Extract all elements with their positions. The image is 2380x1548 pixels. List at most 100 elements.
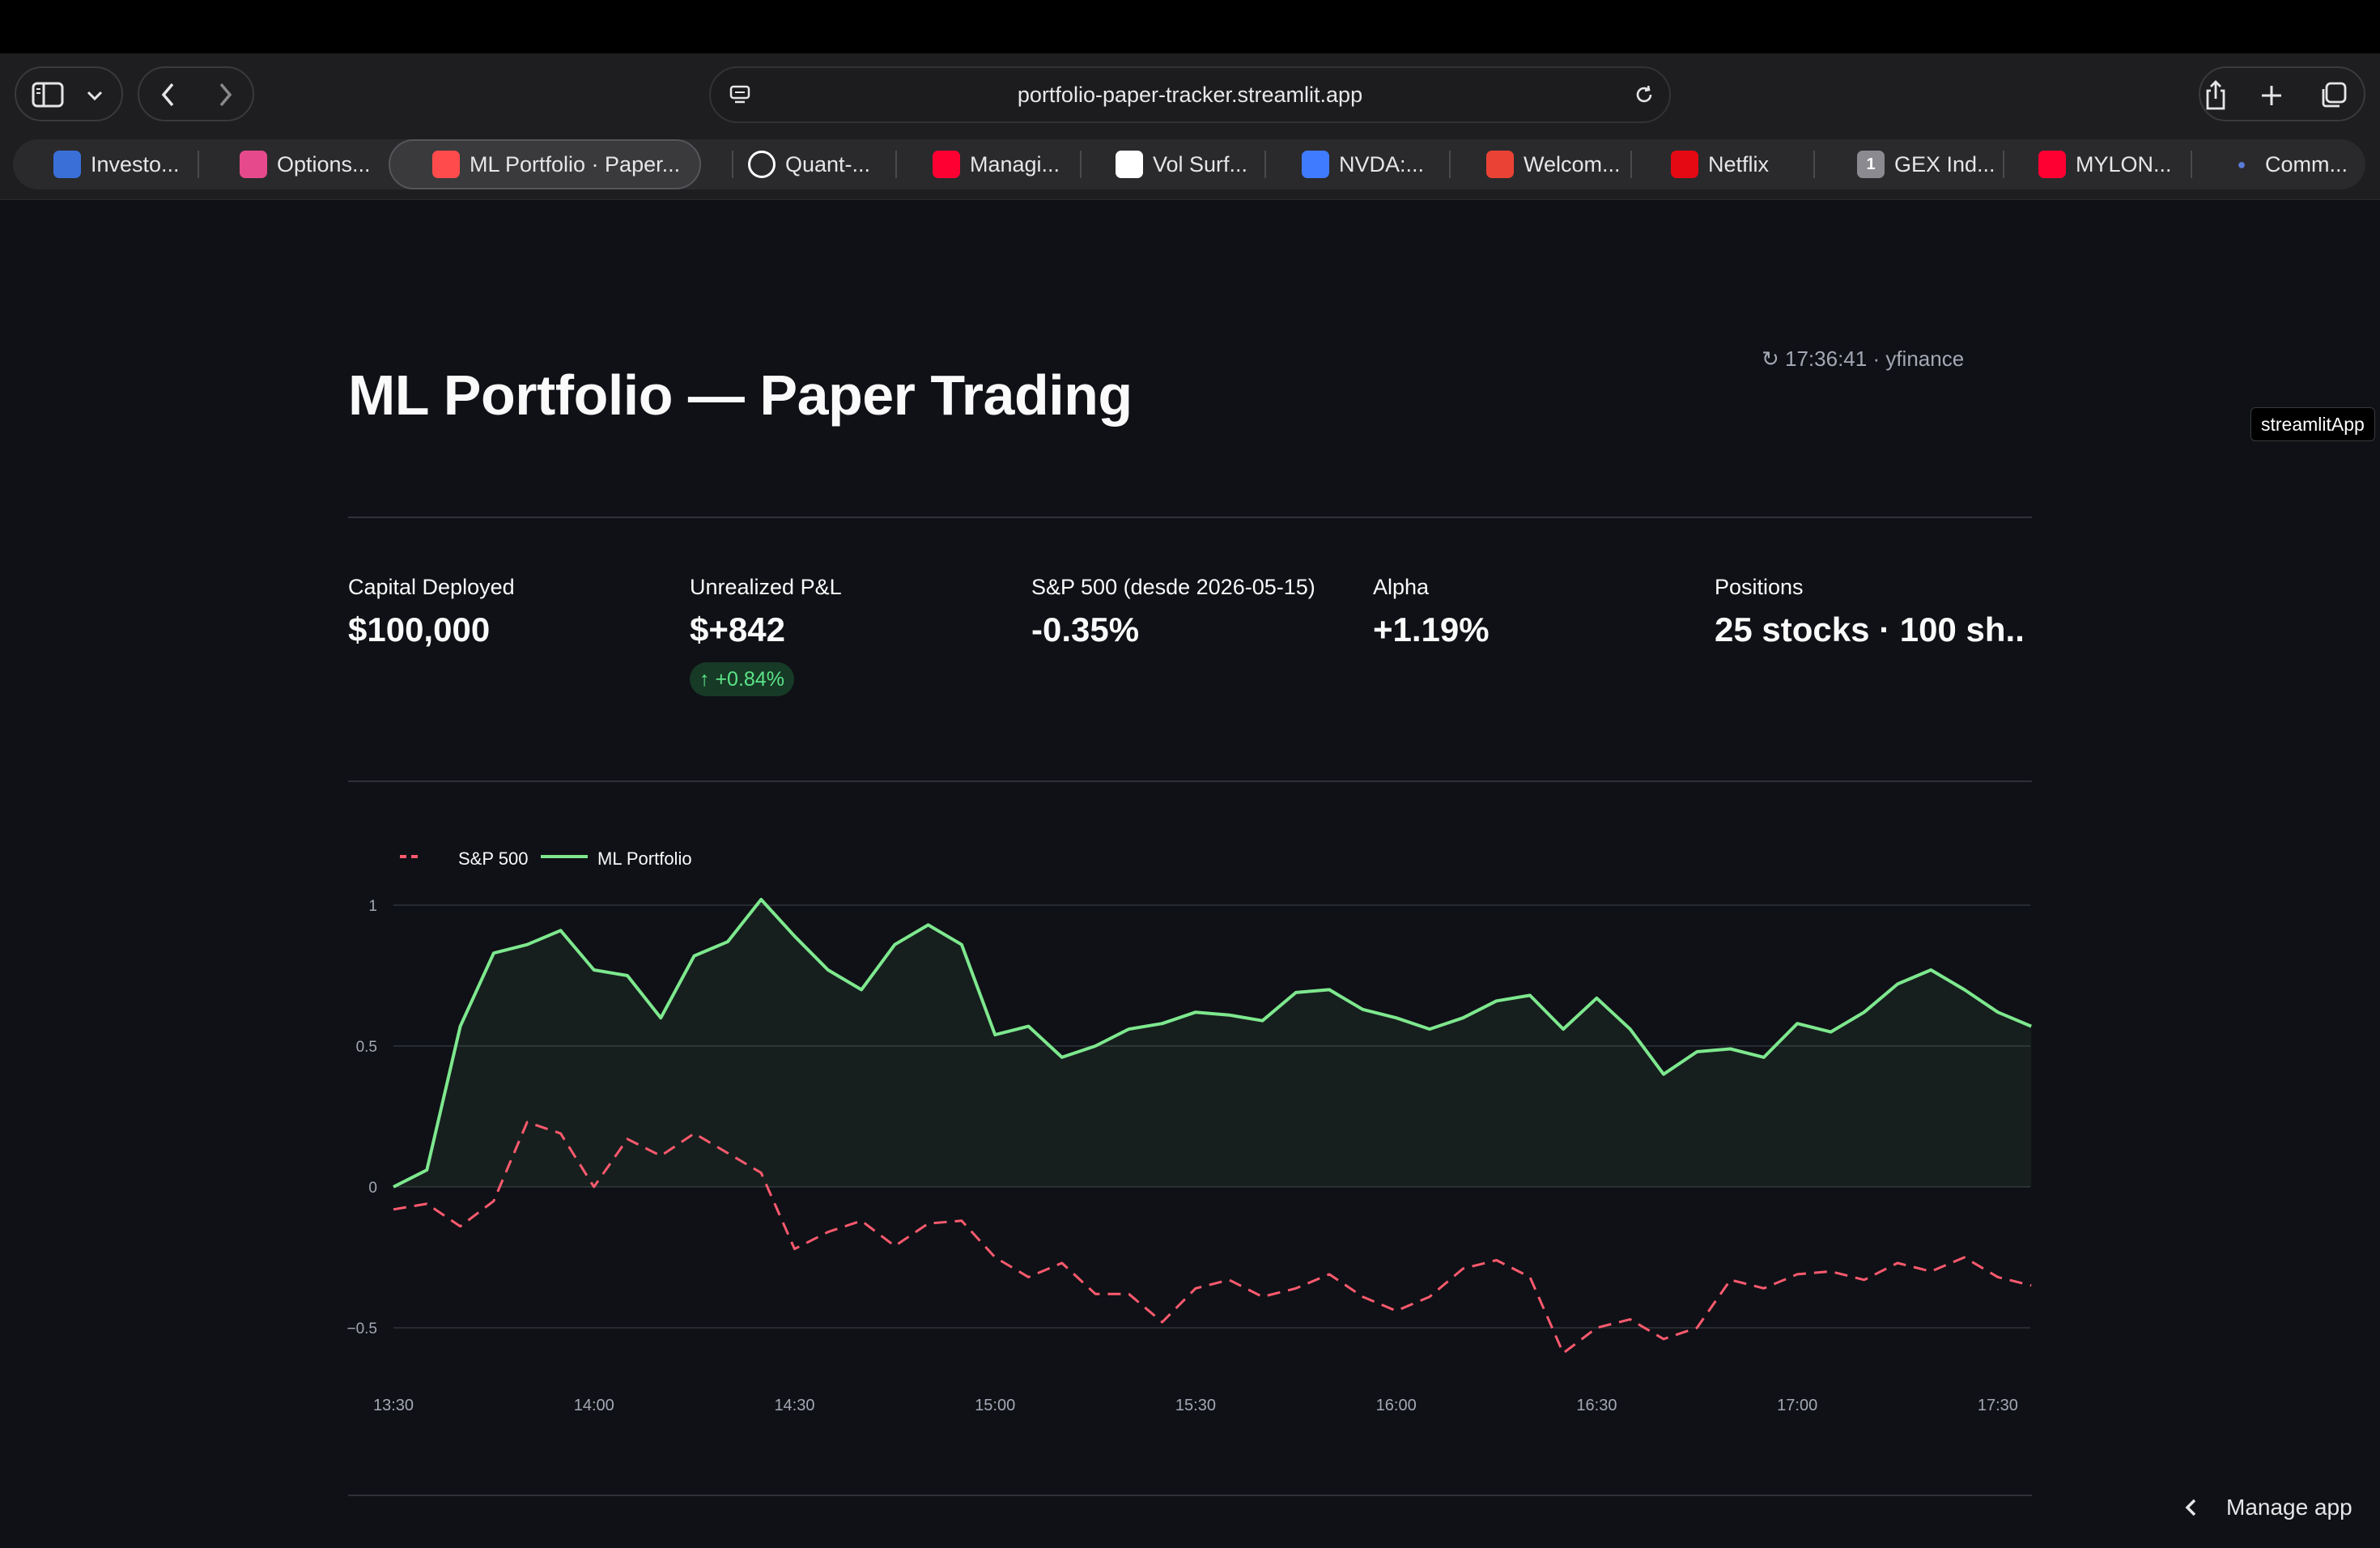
pnl-delta-value: +0.84% <box>715 668 784 691</box>
youtube-icon <box>2038 151 2066 178</box>
x-tick-label: 17:00 <box>1777 1397 1817 1414</box>
tab-label: Investo... <box>91 151 180 176</box>
legend-label-sp500: S&P 500 <box>458 848 528 869</box>
chevron-down-icon[interactable] <box>83 84 107 107</box>
system-menu-bar <box>0 0 2380 53</box>
manage-app-button[interactable]: Manage app <box>2181 1495 2352 1520</box>
tab-label: Managi... <box>970 151 1060 176</box>
back-arrow-icon[interactable] <box>154 79 183 110</box>
tab-0[interactable]: Investo... <box>53 139 215 189</box>
tab-11[interactable]: ● Comm... <box>2228 139 2357 189</box>
y-tick-label: 0.5 <box>356 1039 377 1056</box>
metric-value-alpha: +1.19% <box>1373 610 1490 649</box>
metric-label-alpha: Alpha <box>1373 575 1430 599</box>
tab-1[interactable]: Options... <box>240 139 377 189</box>
tab-label: ML Portfolio · Paper... <box>470 151 681 176</box>
tab-label: GEX Ind... <box>1894 151 1995 176</box>
chevron-left-icon <box>2185 1499 2196 1516</box>
manage-app-label: Manage app <box>2226 1495 2352 1520</box>
tab-2[interactable]: ML Portfolio · Paper... <box>389 139 701 189</box>
x-tick-label: 15:00 <box>975 1397 1015 1414</box>
tab-9[interactable]: 1 GEX Ind... <box>1857 139 2011 189</box>
tab-separator <box>1630 151 1632 178</box>
tab-overview-icon[interactable] <box>2317 79 2349 112</box>
streamlit-app-badge: streamlitApp <box>2250 407 2375 441</box>
netflix-icon <box>1671 151 1698 178</box>
reload-icon[interactable] <box>1630 81 1658 108</box>
gmail-icon <box>1486 151 1514 178</box>
options-icon <box>240 151 267 178</box>
tab-separator <box>198 151 199 178</box>
y-tick-label: −0.5 <box>346 1320 377 1337</box>
vol-surface-icon <box>1116 151 1143 178</box>
investing-icon <box>53 151 81 178</box>
x-tick-label: 13:30 <box>373 1397 414 1414</box>
x-tick-label: 15:30 <box>1175 1397 1216 1414</box>
github-icon <box>748 151 776 178</box>
metric-label-pnl: Unrealized P&L <box>690 575 842 599</box>
metric-value-sp500: -0.35% <box>1031 610 1140 649</box>
ml-portfolio-area <box>393 899 2032 1187</box>
tab-separator <box>2003 151 2004 178</box>
nvda-icon <box>1302 151 1329 178</box>
window-actions-group <box>2199 66 2365 121</box>
pnl-delta-badge: ↑ +0.84% <box>690 662 794 696</box>
x-tick-label: 14:30 <box>774 1397 814 1414</box>
metric-value-pnl: $+842 <box>690 610 785 649</box>
address-bar[interactable]: portfolio-paper-tracker.streamlit.app <box>709 66 1671 123</box>
tab-separator <box>732 151 733 178</box>
nav-button-group <box>138 66 254 121</box>
x-tick-label: 17:30 <box>1978 1397 2018 1414</box>
tab-separator <box>1813 151 1815 178</box>
arrow-up-icon: ↑ <box>699 668 716 691</box>
tab-label: Welcom... <box>1524 151 1621 176</box>
y-tick-label: 0 <box>368 1180 377 1197</box>
tab-separator <box>895 151 897 178</box>
y-tick-label: 1 <box>368 898 377 915</box>
divider <box>348 517 2032 518</box>
tab-label: MYLON... <box>2076 151 2172 176</box>
tab-8[interactable]: Netflix <box>1671 139 1784 189</box>
tab-separator <box>1080 151 1082 178</box>
youtube-icon <box>933 151 960 178</box>
tab-4[interactable]: Managi... <box>933 139 1086 189</box>
dot-icon: ● <box>2237 155 2246 172</box>
page-title: ML Portfolio — Paper Trading <box>348 364 1133 427</box>
divider <box>348 1495 2032 1496</box>
tab-3[interactable]: Quant-... <box>748 139 894 189</box>
tab-separator <box>1264 151 1266 178</box>
page-settings-icon[interactable] <box>725 81 754 108</box>
tab-label: NVDA:... <box>1339 151 1425 176</box>
metric-label-capital: Capital Deployed <box>348 575 515 599</box>
divider <box>348 780 2032 782</box>
forward-arrow-icon[interactable] <box>210 79 240 110</box>
sidebar-icon[interactable] <box>29 79 66 110</box>
tab-separator <box>2191 151 2192 178</box>
tab-label: Vol Surf... <box>1153 151 1248 176</box>
x-tick-label: 14:00 <box>574 1397 614 1414</box>
ml-portfolio-line <box>393 898 2032 1189</box>
tab-label: Comm... <box>2265 151 2348 176</box>
tab-6[interactable]: NVDA:... <box>1302 139 1464 189</box>
metric-label-positions: Positions <box>1715 575 1804 599</box>
tab-label: Quant-... <box>785 151 871 176</box>
tab-label: Options... <box>277 151 371 176</box>
metric-label-sp500: S&P 500 (desde 2026-05-15) <box>1031 575 1315 599</box>
tab-10[interactable]: MYLON... <box>2038 139 2200 189</box>
tab-7[interactable]: Welcom... <box>1486 139 1648 189</box>
x-tick-label: 16:30 <box>1576 1397 1617 1414</box>
tab-separator <box>1449 151 1451 178</box>
new-tab-icon[interactable] <box>2257 81 2286 110</box>
legend-label-portfolio: ML Portfolio <box>597 848 692 869</box>
gex-icon: 1 <box>1857 151 1885 178</box>
metric-value-capital: $100,000 <box>348 610 491 649</box>
metric-value-positions: 25 stocks · 100 sh... <box>1715 610 2022 649</box>
share-icon[interactable] <box>2202 78 2229 113</box>
x-tick-label: 16:00 <box>1376 1397 1417 1414</box>
tab-label: Netflix <box>1708 151 1770 176</box>
refresh-timestamp: ↻ 17:36:41 · yfinance <box>1762 347 1965 371</box>
tab-5[interactable]: Vol Surf... <box>1116 139 1277 189</box>
streamlit-crown-icon <box>432 151 460 178</box>
url-text[interactable]: portfolio-paper-tracker.streamlit.app <box>1017 83 1363 107</box>
